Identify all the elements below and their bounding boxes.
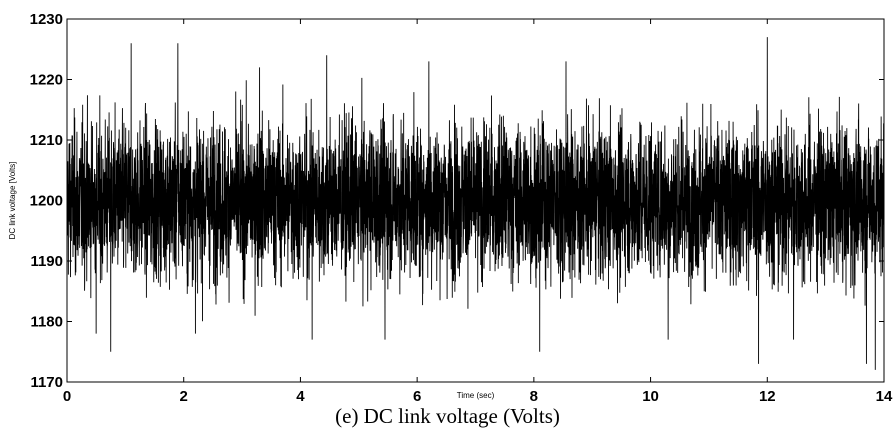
y-tick-label: 1220 <box>30 72 63 89</box>
y-tick-label: 1210 <box>30 132 63 149</box>
voltage-trace <box>66 37 885 370</box>
axis-ticks <box>66 18 885 383</box>
x-axis-label: Time (sec) <box>457 391 495 400</box>
x-tick-label: 4 <box>296 388 305 405</box>
x-tick-label: 10 <box>642 388 659 405</box>
y-tick-label: 1200 <box>30 193 63 210</box>
y-tick-label: 1190 <box>30 253 63 270</box>
x-tick-label: 6 <box>413 388 421 405</box>
figure-caption: (e) DC link voltage (Volts) <box>335 404 560 428</box>
y-axis-label: DC link voltage [Volts] <box>8 162 17 240</box>
y-tick-label: 1180 <box>30 314 63 331</box>
x-tick-label: 2 <box>180 388 188 405</box>
voltage-series-line <box>66 37 885 370</box>
x-tick-label: 0 <box>63 388 71 405</box>
x-tick-label: 8 <box>530 388 538 405</box>
y-tick-label: 1170 <box>30 374 63 391</box>
x-tick-label: 12 <box>759 388 776 405</box>
y-tick-label: 1230 <box>30 11 63 28</box>
x-tick-label: 14 <box>876 388 893 405</box>
